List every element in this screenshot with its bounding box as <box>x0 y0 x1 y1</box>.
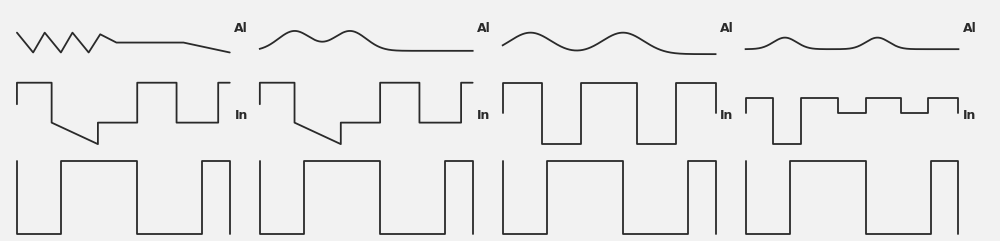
Text: In: In <box>234 109 248 122</box>
Text: In: In <box>477 109 491 122</box>
Text: Al: Al <box>477 22 491 35</box>
Text: Al: Al <box>720 22 734 35</box>
Text: In: In <box>963 109 976 122</box>
Text: Al: Al <box>234 22 248 35</box>
Text: Al: Al <box>963 22 977 35</box>
Text: In: In <box>720 109 734 122</box>
